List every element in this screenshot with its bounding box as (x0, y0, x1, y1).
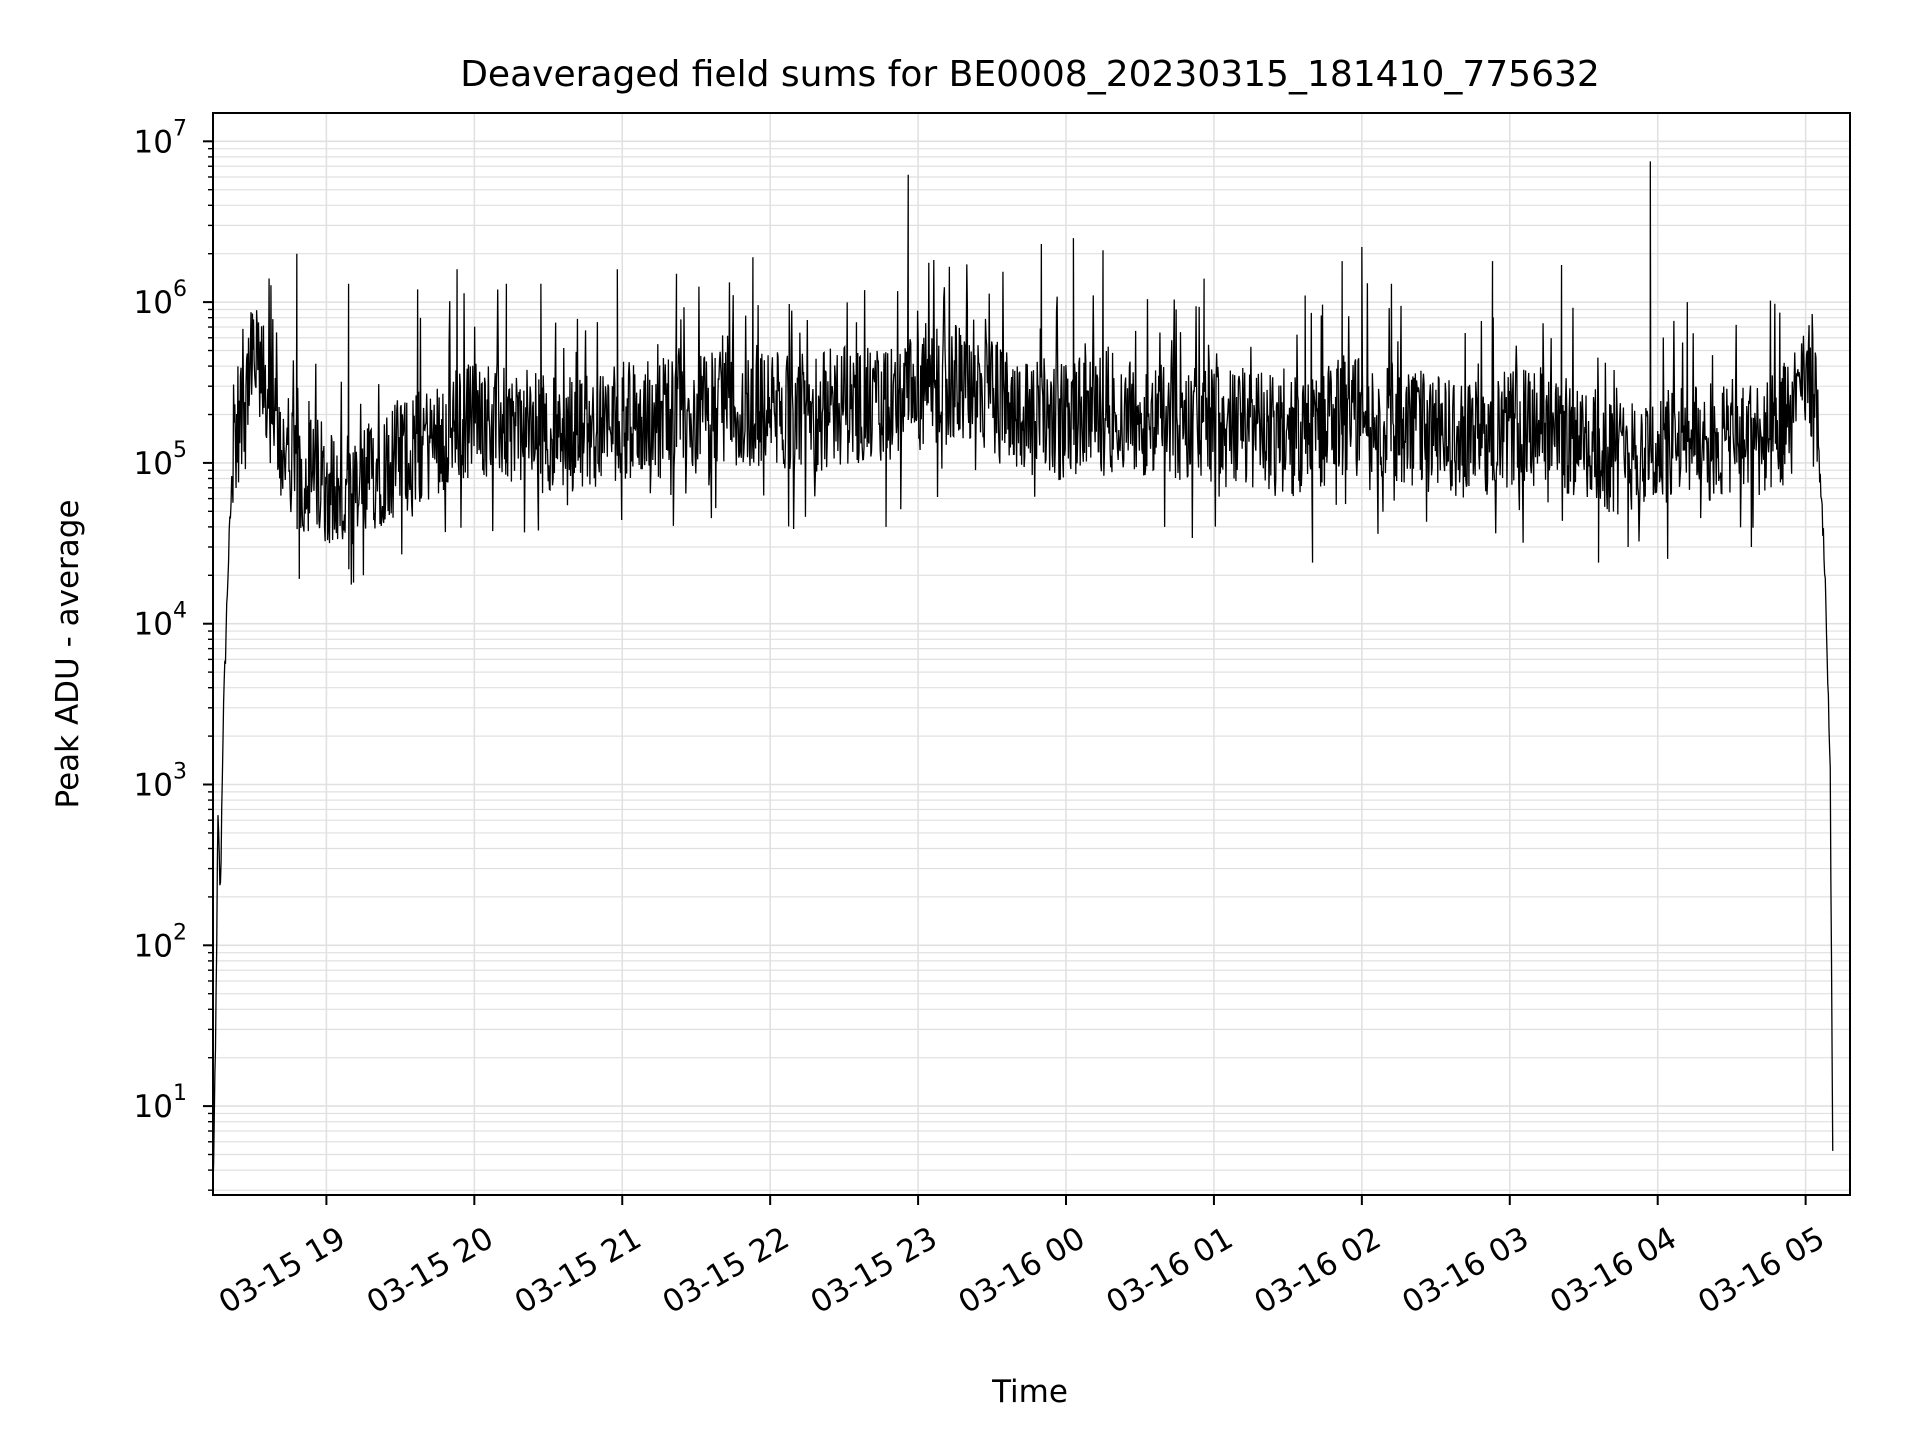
y-tick-exponent: 6 (173, 277, 187, 302)
y-tick-exponent: 5 (173, 438, 187, 463)
y-tick-label: 10 (134, 1089, 173, 1125)
series-path (212, 161, 1834, 1186)
chart-title: Deaveraged field sums for BE0008_2023031… (460, 54, 1600, 95)
y-tick-label: 10 (134, 928, 173, 964)
y-tick-label: 10 (134, 446, 173, 482)
grid-lines (213, 113, 1850, 1195)
series-line (0, 161, 1920, 1440)
y-tick-label: 10 (134, 607, 173, 643)
y-axis-label: Peak ADU - average (50, 499, 86, 808)
y-tick-exponent: 4 (173, 599, 187, 624)
y-tick-label: 10 (134, 768, 173, 804)
y-tick-label: 10 (134, 285, 173, 321)
x-axis-label: Time (991, 1374, 1068, 1410)
y-tick-exponent: 1 (173, 1081, 187, 1106)
y-tick-exponent: 3 (173, 760, 187, 785)
y-tick-exponent: 2 (173, 920, 187, 945)
bottom-mask (0, 1196, 1920, 1440)
plot-frame (212, 112, 1851, 1196)
y-tick-label: 10 (134, 124, 173, 160)
y-tick-exponent: 7 (173, 116, 187, 141)
